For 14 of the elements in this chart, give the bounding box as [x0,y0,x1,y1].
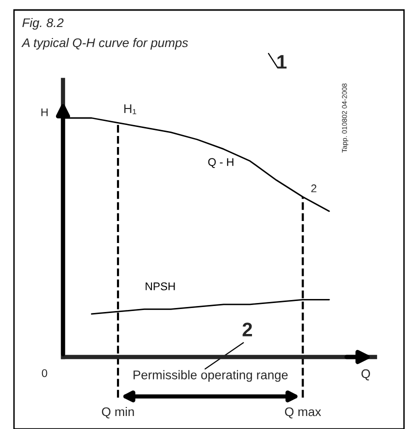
chart-title: Fig. 8.2 [22,18,64,30]
x-axis-title: Q [361,369,370,380]
text: 0 [42,369,48,378]
text: 1 [278,55,287,69]
annotation: 2 [242,322,252,336]
series-label: Q - H [208,158,234,168]
text: Permissible operating range [134,370,288,382]
annotation: 2 [311,184,316,192]
series-label: NPSH [146,282,175,290]
y-axis-title: H [41,108,48,116]
x-tick-label: Q min [102,407,134,418]
x-tick-label: Q max [284,407,322,418]
chart-subtitle: A typical Q-H curve for pumps [21,38,188,50]
text: H₁ [124,104,136,114]
